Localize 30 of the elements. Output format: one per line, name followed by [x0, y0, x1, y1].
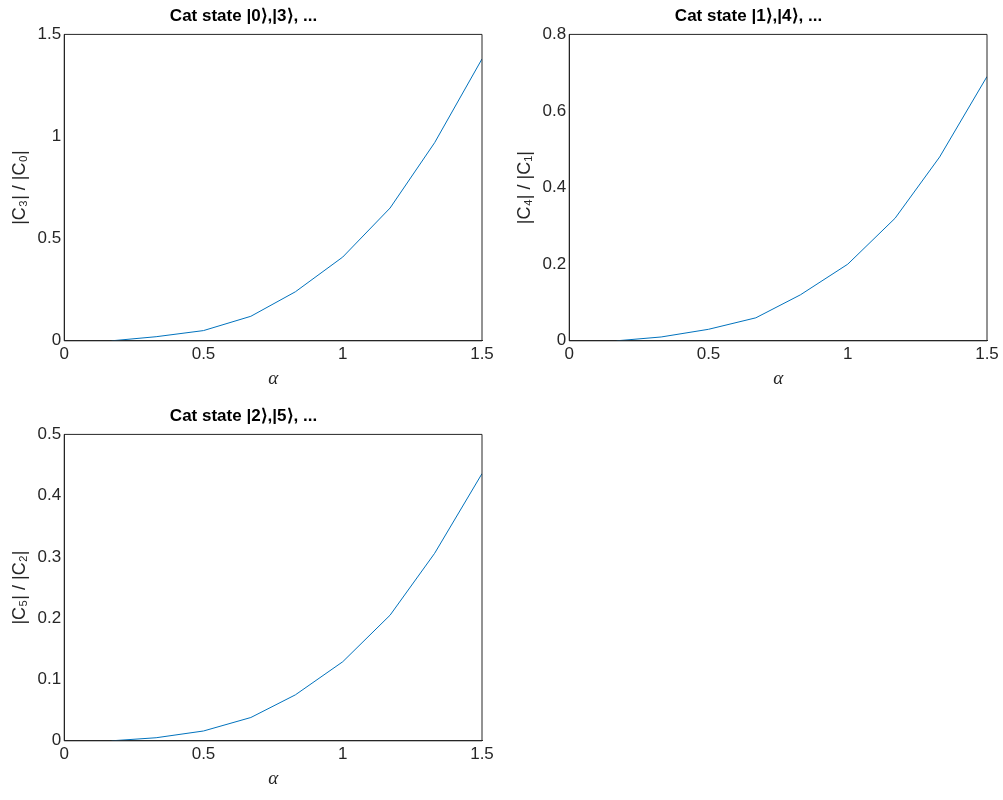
y-tick-label: 0.3 [37, 546, 62, 566]
y-tick-label: 0.4 [542, 177, 567, 197]
y-tick-label: 0.2 [37, 607, 62, 627]
y-axis-title: |C₃| / |C₀| [8, 150, 29, 225]
y-tick-label: 0.5 [37, 424, 62, 444]
chart-title: Cat state |2⟩,|5⟩, ... [169, 405, 318, 425]
x-tick-label: 1.5 [470, 343, 494, 363]
y-axis-title: |C₅| / |C₂| [8, 550, 29, 625]
x-tick-label: 1 [338, 343, 348, 363]
y-tick-label: 0.4 [37, 485, 62, 505]
y-tick-label: 0.2 [542, 253, 567, 273]
x-axis-title: α [268, 766, 280, 788]
x-tick-label: 0.5 [696, 343, 721, 363]
y-axis-title: |C₄| / |C₁| [513, 151, 534, 225]
x-tick-label: 1.5 [975, 343, 999, 363]
x-tick-label: 0.5 [191, 343, 216, 363]
x-axis-title: α [268, 366, 280, 388]
y-tick-label: 1 [51, 126, 62, 146]
y-tick-label: 0.8 [542, 24, 567, 44]
y-tick-label: 1.5 [37, 24, 62, 44]
chart-title: Cat state |0⟩,|3⟩, ... [169, 5, 318, 25]
x-tick-label: 1 [338, 743, 348, 763]
x-tick-label: 1.5 [470, 743, 494, 763]
y-tick-label: 0.1 [37, 669, 62, 689]
y-tick-label: 0.6 [542, 100, 567, 120]
y-tick-label: 0.5 [37, 228, 62, 248]
chart-title: Cat state |1⟩,|4⟩, ... [674, 5, 823, 25]
x-tick-label: 1 [843, 343, 853, 363]
x-axis-title: α [773, 366, 785, 388]
x-tick-label: 0.5 [191, 743, 216, 763]
